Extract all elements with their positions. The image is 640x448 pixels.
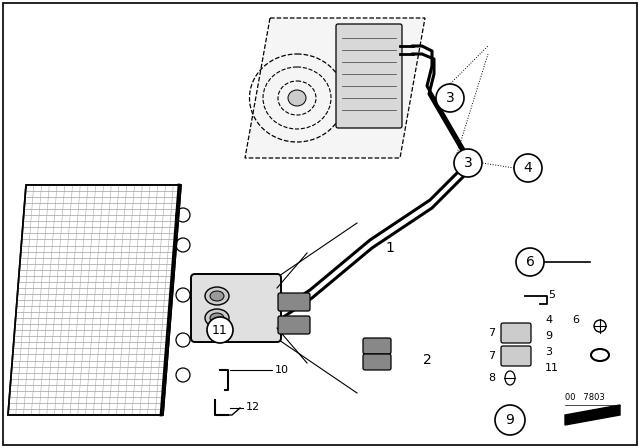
- Circle shape: [495, 405, 525, 435]
- Circle shape: [436, 84, 464, 112]
- Text: 12: 12: [246, 402, 260, 412]
- Text: 7: 7: [488, 328, 495, 338]
- Text: 11: 11: [545, 363, 559, 373]
- FancyBboxPatch shape: [363, 354, 391, 370]
- Text: 2: 2: [422, 353, 431, 367]
- Ellipse shape: [205, 287, 229, 305]
- Circle shape: [454, 149, 482, 177]
- Ellipse shape: [210, 313, 224, 323]
- Polygon shape: [8, 185, 181, 415]
- Circle shape: [207, 317, 233, 343]
- Ellipse shape: [205, 309, 229, 327]
- Text: 4: 4: [545, 315, 552, 325]
- FancyBboxPatch shape: [501, 346, 531, 366]
- FancyBboxPatch shape: [336, 24, 402, 128]
- Text: 7: 7: [488, 351, 495, 361]
- FancyBboxPatch shape: [191, 274, 281, 342]
- Text: 3: 3: [545, 347, 552, 357]
- FancyBboxPatch shape: [501, 323, 531, 343]
- Ellipse shape: [210, 291, 224, 301]
- Circle shape: [516, 248, 544, 276]
- Text: 9: 9: [506, 413, 515, 427]
- Text: 6: 6: [525, 255, 534, 269]
- Polygon shape: [565, 405, 620, 425]
- Text: 3: 3: [445, 91, 454, 105]
- Text: 11: 11: [212, 323, 228, 336]
- FancyBboxPatch shape: [278, 293, 310, 311]
- FancyBboxPatch shape: [363, 338, 391, 354]
- Text: 10: 10: [275, 365, 289, 375]
- Circle shape: [514, 154, 542, 182]
- Text: 6: 6: [572, 315, 579, 325]
- FancyBboxPatch shape: [278, 316, 310, 334]
- Text: 5: 5: [548, 290, 555, 300]
- Text: 1: 1: [385, 241, 394, 255]
- Text: 3: 3: [463, 156, 472, 170]
- Ellipse shape: [288, 90, 306, 106]
- Text: 00   7803: 00 7803: [565, 393, 605, 402]
- Text: 9: 9: [545, 331, 552, 341]
- Text: 8: 8: [488, 373, 495, 383]
- Polygon shape: [245, 18, 425, 158]
- Text: 4: 4: [524, 161, 532, 175]
